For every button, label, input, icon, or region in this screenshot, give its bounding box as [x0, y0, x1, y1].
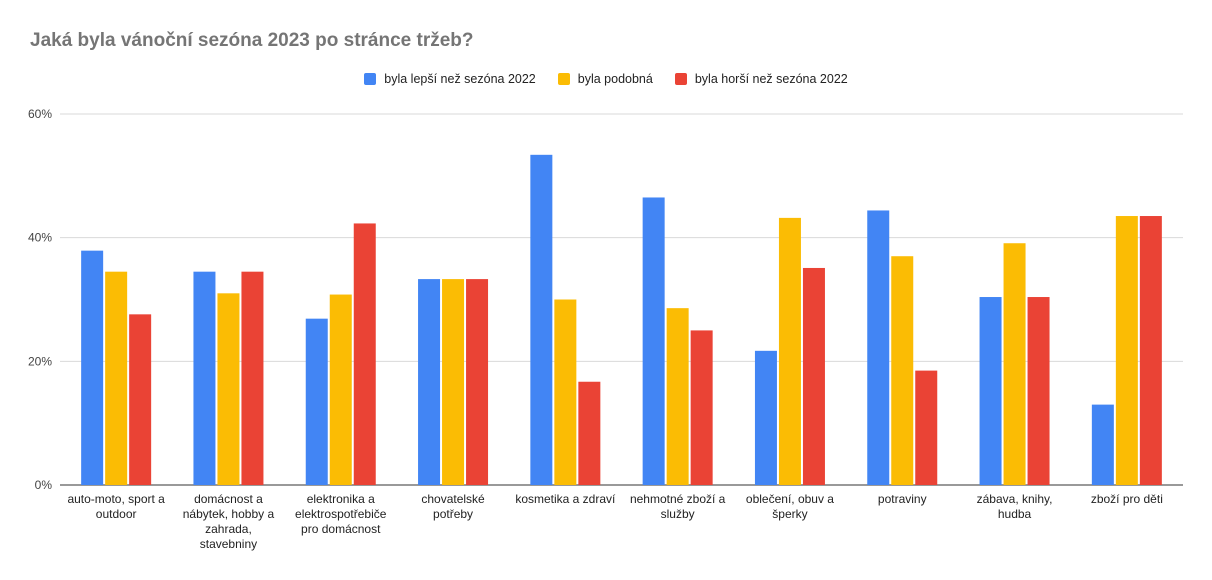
bar	[554, 299, 577, 485]
legend-swatch-similar	[557, 73, 570, 85]
chart-legend: byla lepší než sezóna 2022 byla podobná …	[0, 72, 1212, 86]
bar	[979, 297, 1002, 485]
bar	[1003, 243, 1026, 485]
chart-title: Jaká byla vánoční sezóna 2023 po stránce…	[30, 30, 474, 51]
bar	[305, 318, 328, 485]
bar	[778, 217, 801, 485]
x-tick-label: zboží pro děti	[1091, 492, 1163, 506]
bar	[1115, 216, 1138, 485]
y-tick-label: 40%	[28, 231, 52, 245]
bar	[353, 223, 376, 485]
x-tick-label: oblečení, obuv a šperky	[746, 492, 834, 521]
x-tick-label: nehmotné zboží a služby	[630, 492, 726, 521]
bar	[466, 279, 489, 485]
bar	[802, 267, 825, 485]
bar	[418, 279, 441, 485]
x-tick-label: potraviny	[878, 492, 927, 506]
x-tick-label: domácnost a nábytek, hobby a zahrada, stave…	[183, 492, 275, 551]
x-tick-label: kosmetika a zdraví	[515, 492, 616, 506]
legend-label-similar: byla podobná	[577, 72, 653, 86]
bar	[578, 381, 601, 485]
bar	[329, 294, 352, 485]
bar	[891, 256, 914, 485]
bar	[193, 271, 216, 485]
y-tick-label: 60%	[28, 107, 52, 121]
bar	[754, 350, 777, 485]
legend-item-worse: byla horší než sezóna 2022	[674, 72, 848, 86]
bar	[642, 197, 665, 485]
bar	[915, 370, 938, 485]
legend-swatch-better	[364, 73, 377, 85]
legend-label-better: byla lepší než sezóna 2022	[384, 72, 536, 86]
bar	[217, 293, 240, 485]
bar	[867, 210, 890, 485]
bar	[1139, 216, 1162, 485]
bar	[530, 154, 553, 485]
x-tick-label: chovatelské potřeby	[421, 492, 485, 521]
legend-item-similar: byla podobná	[557, 72, 653, 86]
x-tick-label: elektronika a elektrospotřebiče pro domácn…	[295, 492, 387, 536]
legend-label-worse: byla horší než sezóna 2022	[694, 72, 848, 86]
bar	[1091, 404, 1114, 485]
bar	[129, 314, 152, 485]
legend-swatch-worse	[674, 73, 687, 85]
bar	[690, 330, 713, 485]
bar	[1027, 297, 1050, 485]
y-tick-label: 0%	[35, 478, 53, 492]
bar	[241, 271, 264, 485]
x-tick-label: zábava, knihy, hudba	[977, 492, 1053, 521]
bar	[442, 279, 465, 485]
bar	[105, 271, 128, 485]
bar	[666, 308, 689, 485]
bar	[81, 250, 104, 485]
legend-item-better: byla lepší než sezóna 2022	[364, 72, 536, 86]
y-tick-label: 20%	[28, 354, 52, 368]
x-tick-label: auto-moto, sport a outdoor	[67, 492, 165, 521]
